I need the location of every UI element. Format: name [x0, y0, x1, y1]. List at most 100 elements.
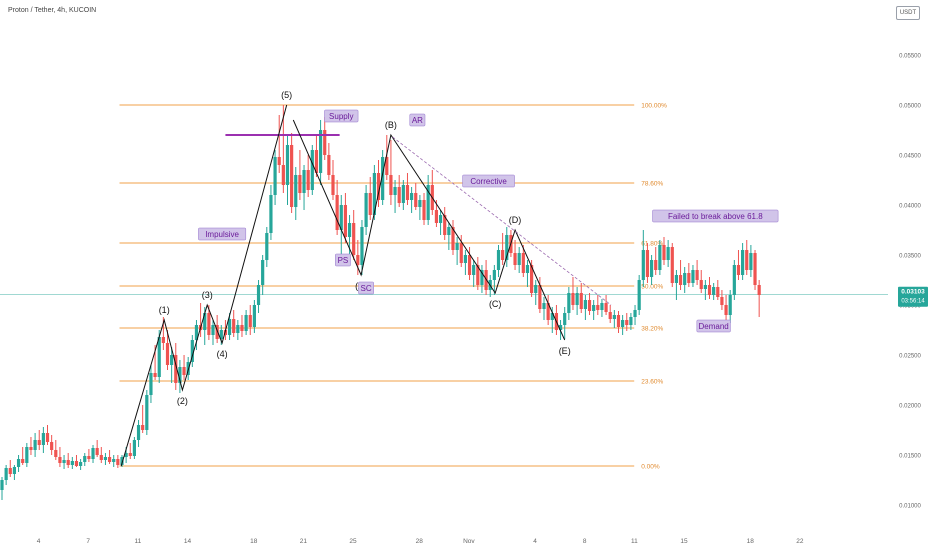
candle	[608, 312, 612, 319]
candle	[625, 320, 629, 325]
annotation-text: Corrective	[470, 177, 507, 186]
candle	[161, 337, 165, 343]
candle	[170, 355, 174, 365]
candle	[207, 313, 211, 335]
candle	[596, 305, 600, 310]
candle	[244, 315, 248, 331]
candle	[335, 195, 339, 230]
candle	[699, 280, 703, 289]
candle	[716, 287, 720, 297]
impulse-wave	[120, 104, 288, 467]
candle	[637, 280, 641, 310]
candle	[455, 243, 459, 250]
candle	[356, 255, 360, 265]
x-tick-label: 11	[134, 538, 141, 545]
annotation-box: AR	[409, 113, 426, 127]
y-tick-label: 0.04500	[899, 154, 921, 160]
candle	[720, 297, 724, 305]
candle	[443, 215, 447, 235]
fib-label: 0.00%	[641, 464, 660, 471]
candle	[211, 325, 215, 335]
candle	[12, 467, 17, 474]
candle	[501, 250, 505, 260]
candle	[691, 270, 695, 283]
annotation-bg	[335, 253, 351, 267]
candle	[438, 215, 443, 223]
annotation-text: Impulsive	[205, 230, 239, 239]
currency-button[interactable]: USDT	[896, 6, 920, 20]
candle	[695, 270, 699, 280]
annotation-text: AR	[412, 116, 423, 125]
x-tick-label: 7	[86, 538, 90, 545]
candle	[8, 468, 12, 474]
candle	[616, 315, 621, 327]
candle	[256, 285, 261, 305]
candle	[521, 253, 525, 273]
candle	[525, 265, 530, 273]
candle	[563, 313, 567, 325]
candle	[707, 285, 712, 295]
candle	[368, 193, 372, 215]
wave-label: (2)	[177, 396, 188, 406]
wave-label: (C)	[489, 299, 502, 309]
candle	[153, 373, 157, 377]
x-tick-label: 28	[416, 538, 424, 545]
candle	[128, 453, 132, 456]
candle	[517, 253, 521, 265]
candle	[310, 150, 314, 190]
candle	[451, 227, 455, 250]
candle	[683, 273, 687, 285]
candle	[579, 293, 583, 309]
candle	[401, 185, 405, 203]
candle	[662, 245, 666, 260]
x-tick-label: 11	[631, 538, 638, 545]
y-tick-label: 0.02000	[899, 404, 921, 410]
candle	[141, 425, 145, 430]
candle	[58, 457, 62, 463]
candle	[273, 157, 277, 195]
fib-label: 50.00%	[641, 284, 663, 291]
price-label-countdown: 03:56:14	[901, 299, 925, 305]
wave-label: (3)	[202, 290, 213, 300]
candle	[302, 170, 306, 193]
y-tick-label: 0.05500	[899, 54, 921, 60]
candle	[674, 275, 679, 283]
candle	[294, 175, 298, 207]
candle	[178, 367, 182, 383]
x-tick-label: 4	[533, 538, 537, 545]
candle	[21, 459, 25, 463]
candle	[459, 243, 463, 263]
candle	[629, 317, 633, 325]
candle	[385, 157, 389, 175]
candle	[505, 235, 509, 260]
candle	[703, 285, 707, 289]
candle	[331, 175, 335, 195]
candle	[405, 185, 410, 200]
candle	[285, 145, 290, 185]
candle	[194, 325, 199, 340]
candle	[745, 250, 749, 270]
candle	[687, 273, 691, 283]
candle	[397, 187, 401, 203]
candle	[658, 245, 662, 270]
candle	[645, 250, 650, 277]
candle	[261, 260, 265, 285]
candle	[393, 187, 397, 195]
y-tick-label: 0.03500	[899, 254, 921, 260]
candle	[306, 170, 310, 190]
candle	[99, 455, 103, 460]
candle	[376, 173, 381, 200]
annotation-text: Failed to break above 61.8	[668, 212, 763, 221]
y-tick-label: 0.02500	[899, 354, 921, 360]
candle	[753, 253, 757, 285]
corrective-wave	[292, 119, 566, 341]
candle	[513, 253, 517, 265]
candle	[558, 325, 563, 330]
candle	[542, 303, 546, 309]
candle	[546, 303, 550, 320]
y-tick-label: 0.05000	[899, 104, 921, 110]
candle	[103, 457, 108, 460]
price-label-bg	[898, 286, 928, 307]
x-tick-label: Nov	[463, 538, 475, 545]
